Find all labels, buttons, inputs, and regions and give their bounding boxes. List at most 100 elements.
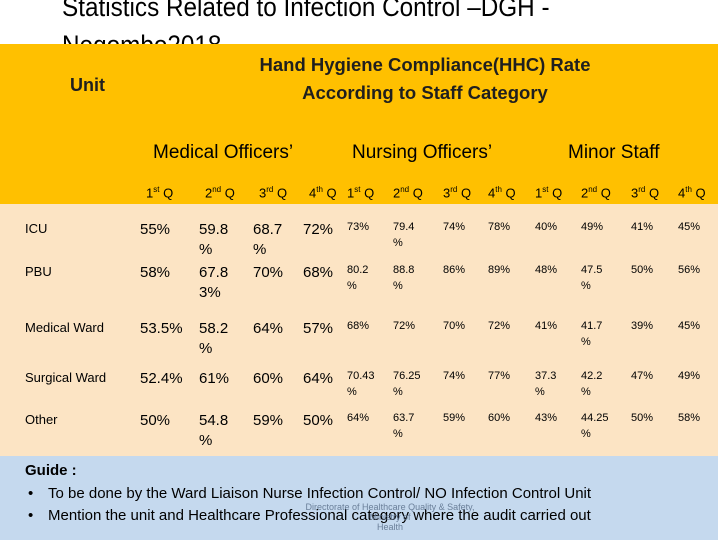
quarter-number: 2	[581, 185, 589, 201]
table-cell: 88.8 %	[393, 264, 415, 292]
table-cell: 63.7 %	[393, 412, 415, 440]
quarter-label: Q	[221, 185, 235, 201]
slide-title-line-1: Statistics Related to Infection Control …	[62, 0, 550, 22]
table-cell: 54.8 %	[199, 412, 229, 449]
quarter-number: 4	[488, 185, 496, 201]
quarter-suffix: st	[354, 185, 361, 194]
table-cell: 40%	[535, 221, 558, 233]
quarter-suffix: st	[542, 185, 549, 194]
table-cell: 74%	[443, 221, 466, 233]
footer-note: Directorate of Healthcare Quality & Safe…	[290, 502, 490, 532]
table-cell: 68%	[303, 264, 334, 281]
table-cell: 59.8 %	[199, 221, 229, 258]
table-cell: 56%	[678, 264, 701, 276]
table-cell: 89%	[488, 264, 511, 276]
quarter-header: 2nd Q	[205, 185, 235, 200]
table-cell: 50%	[631, 412, 654, 424]
table-cell: 42.2 %	[581, 370, 603, 398]
table-cell: 77%	[488, 370, 511, 382]
table-cell: 50%	[631, 264, 654, 276]
table-cell: 80.2 %	[347, 264, 369, 292]
quarter-header: 2nd Q	[393, 185, 423, 200]
table-cell: 68%	[347, 320, 370, 332]
quarter-header: 2nd Q	[581, 185, 611, 200]
row-label: Surgical Ward	[25, 370, 107, 385]
table-cell: 70.43 %	[347, 370, 375, 398]
table-cell: 64%	[303, 370, 334, 387]
table-cell: 79.4 %	[393, 221, 415, 249]
table-cell: 78%	[488, 221, 511, 233]
row-label: Other	[25, 412, 58, 427]
guide-item: • To be done by the Ward Liaison Nurse In…	[28, 485, 591, 502]
group-header-nursing-officers: Nursing Officers’	[352, 142, 493, 163]
row-label: Medical Ward	[25, 320, 104, 335]
quarter-label: Q	[273, 185, 288, 201]
quarter-number: 3	[259, 185, 267, 201]
group-header-minor-staff: Minor Staff	[568, 142, 660, 163]
table-cell: 70%	[443, 320, 466, 332]
quarter-number: 3	[443, 185, 451, 201]
quarter-suffix: rd	[266, 185, 274, 194]
table-cell: 58%	[678, 412, 701, 424]
table-cell: 49%	[678, 370, 701, 382]
table-cell: 72%	[303, 221, 334, 238]
table-cell: 45%	[678, 320, 701, 332]
quarter-label: Q	[409, 185, 423, 201]
table-cell: 41%	[535, 320, 558, 332]
quarter-number: 2	[205, 185, 213, 201]
quarter-suffix: st	[153, 185, 160, 194]
quarter-suffix: rd	[638, 185, 646, 194]
table-cell: 47.5 %	[581, 264, 603, 292]
table-cell: 64%	[253, 320, 284, 337]
quarter-header: 3rd Q	[443, 185, 471, 200]
quarter-label: Q	[457, 185, 472, 201]
table-cell: 57%	[303, 320, 334, 337]
guide-title: Guide :	[25, 462, 77, 479]
table-cell: 73%	[347, 221, 370, 233]
table-cell: 64%	[347, 412, 370, 424]
quarter-header: 3rd Q	[631, 185, 659, 200]
table-cell: 39%	[631, 320, 654, 332]
table-title-line-1: Hand Hygiene Compliance(HHC) Rate	[259, 54, 591, 75]
quarter-suffix: th	[316, 185, 323, 194]
table-cell: 59%	[253, 412, 284, 429]
table-cell: 50%	[140, 412, 171, 429]
table-cell: 60%	[253, 370, 284, 387]
footer-line-1: Directorate of Healthcare Quality & Safe…	[305, 502, 475, 522]
guide-band	[0, 456, 718, 540]
quarter-suffix: rd	[450, 185, 458, 194]
quarter-number: 4	[678, 185, 686, 201]
table-cell: 61%	[199, 370, 230, 387]
table-cell: 49%	[581, 221, 604, 233]
quarter-header: 3rd Q	[259, 185, 287, 200]
quarter-label: Q	[360, 185, 375, 201]
quarter-label: Q	[501, 185, 516, 201]
guide-item-text: To be done by the Ward Liaison Nurse Inf…	[48, 485, 592, 502]
quarter-suffix: th	[495, 185, 502, 194]
table-cell: 58%	[140, 264, 171, 281]
quarter-label: Q	[159, 185, 174, 201]
row-label: PBU	[25, 264, 52, 279]
table-cell: 48%	[535, 264, 558, 276]
quarter-label: Q	[691, 185, 706, 201]
table-cell: 44.25 %	[581, 412, 609, 440]
quarter-label: Q	[322, 185, 337, 201]
quarter-number: 1	[535, 185, 543, 201]
table-cell: 50%	[303, 412, 334, 429]
quarter-suffix: nd	[400, 185, 410, 194]
quarter-number: 4	[309, 185, 317, 201]
table-cell: 41%	[631, 221, 654, 233]
quarter-number: 3	[631, 185, 639, 201]
table-cell: 72%	[393, 320, 416, 332]
quarter-header: 1st Q	[535, 185, 562, 200]
table-cell: 45%	[678, 221, 701, 233]
table-cell: 72%	[488, 320, 511, 332]
bullet-icon: •	[28, 507, 34, 524]
quarter-suffix: nd	[212, 185, 222, 194]
quarter-header: 4th Q	[678, 185, 706, 200]
table-cell: 86%	[443, 264, 466, 276]
footer-line-2: Health	[376, 522, 403, 532]
table-title-line-2: According to Staff Category	[302, 82, 548, 103]
quarter-number: 2	[393, 185, 401, 201]
table-cell: 59%	[443, 412, 466, 424]
